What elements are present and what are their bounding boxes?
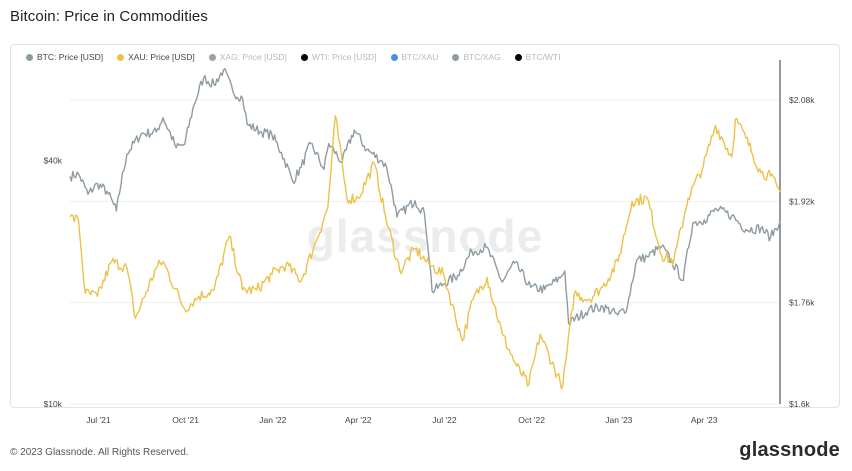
x-tick-label: Jul '21 bbox=[86, 415, 111, 425]
chart-legend: BTC: Price [USD] XAU: Price [USD] XAG: Pri… bbox=[26, 52, 561, 62]
legend-dot-icon bbox=[117, 53, 125, 61]
y-right-tick-label: $1.6k bbox=[789, 399, 811, 409]
x-tick-label: Apr '22 bbox=[345, 415, 372, 425]
legend-label: XAG: Price [USD] bbox=[219, 52, 287, 62]
chart-panel bbox=[10, 44, 840, 408]
legend-dot-icon bbox=[208, 53, 216, 61]
x-tick-label: Jul '22 bbox=[432, 415, 457, 425]
y-right-tick-label: $1.76k bbox=[789, 298, 815, 308]
x-tick-label: Jan '22 bbox=[259, 415, 286, 425]
legend-label: BTC/WTI bbox=[525, 52, 561, 62]
legend-dot-icon bbox=[300, 53, 308, 61]
copyright-footer: © 2023 Glassnode. All Rights Reserved. bbox=[10, 447, 189, 458]
series-line-xau bbox=[69, 115, 781, 390]
legend-item-btc-xau[interactable]: BTC/XAU bbox=[390, 52, 439, 62]
legend-item-xau-price-usd[interactable]: XAU: Price [USD] bbox=[117, 52, 195, 62]
legend-dot-icon bbox=[390, 53, 398, 61]
y-right-tick-label: $2.08k bbox=[789, 95, 815, 105]
legend-item-xag-price-usd[interactable]: XAG: Price [USD] bbox=[208, 52, 287, 62]
brand-logo: glassnode bbox=[739, 439, 840, 461]
legend-label: BTC/XAG bbox=[463, 52, 501, 62]
legend-item-btc-xag[interactable]: BTC/XAG bbox=[452, 52, 501, 62]
legend-item-btc-price-usd[interactable]: BTC: Price [USD] bbox=[26, 52, 103, 62]
y-left-tick-label: $40k bbox=[44, 155, 63, 165]
page-title: Bitcoin: Price in Commodities bbox=[10, 8, 208, 25]
legend-item-wti-price-usd[interactable]: WTI: Price [USD] bbox=[300, 52, 377, 62]
legend-dot-icon bbox=[452, 53, 460, 61]
legend-label: BTC: Price [USD] bbox=[37, 52, 104, 62]
legend-item-btc-wti[interactable]: BTC/WTI bbox=[514, 52, 561, 62]
series-line-btc bbox=[69, 67, 781, 326]
legend-label: XAU: Price [USD] bbox=[128, 52, 195, 62]
x-tick-label: Oct '22 bbox=[518, 415, 545, 425]
legend-label: WTI: Price [USD] bbox=[311, 52, 377, 62]
x-tick-label: Apr '23 bbox=[691, 415, 718, 425]
legend-dot-icon bbox=[514, 53, 522, 61]
legend-dot-icon bbox=[26, 53, 33, 61]
x-tick-label: Jan '23 bbox=[605, 415, 632, 425]
legend-label: BTC/XAU bbox=[401, 52, 439, 62]
y-right-tick-label: $1.92k bbox=[789, 196, 815, 206]
x-tick-label: Oct '21 bbox=[172, 415, 199, 425]
y-left-tick-label: $10k bbox=[44, 399, 63, 409]
